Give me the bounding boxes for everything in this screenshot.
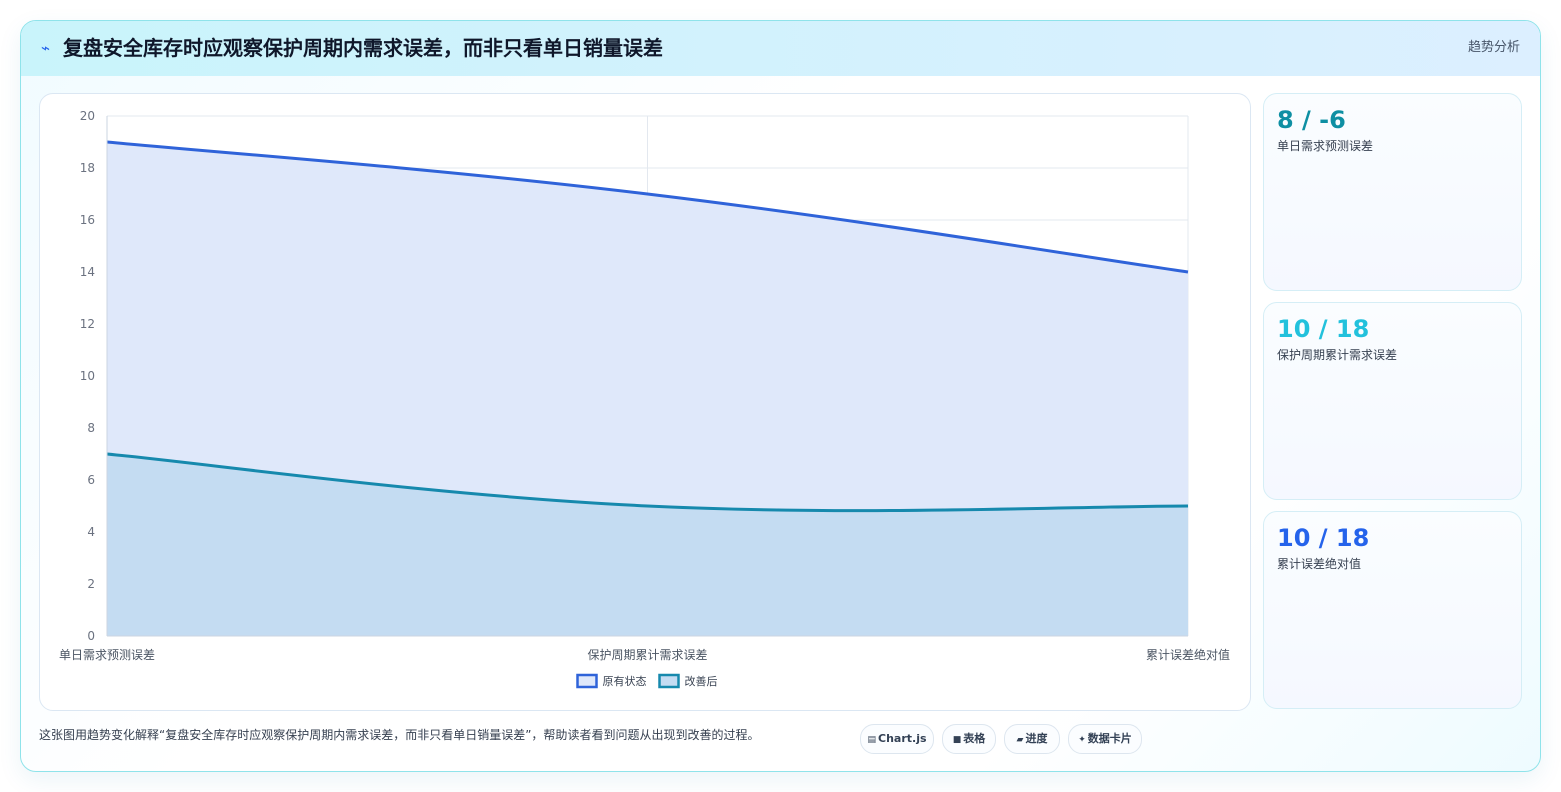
chart-icon: ▤ [867,735,876,745]
y-tick-label: 12 [80,317,95,331]
y-tick-label: 2 [87,577,95,591]
kpi-card-abs-error: 10 / 18 累计误差绝对值 [1263,511,1522,709]
series-area-1 [107,454,1188,636]
chip-label: Chart.js [878,732,927,745]
y-tick-label: 20 [80,109,95,123]
legend-swatch [658,673,680,689]
kpi-label: 累计误差绝对值 [1277,557,1362,571]
y-tick-label: 16 [80,213,95,227]
table-icon: ■ [952,735,962,745]
kpi-value: 10 / 18 [1277,524,1370,552]
chip-label: 数据卡片 [1087,732,1132,745]
chip-data-cards[interactable]: ✦ 数据卡片 [1068,724,1142,754]
kpi-card-cycle-error: 10 / 18 保护周期累计需求误差 [1263,302,1522,500]
chip-chartjs[interactable]: ▤ Chart.js [860,724,934,754]
y-tick-label: 4 [87,525,95,539]
legend-label: 改善后 [685,674,718,688]
chart-description: 这张图用趋势变化解释“复盘安全库存时应观察保护周期内需求误差，而非只看单日销量误… [39,728,760,742]
y-tick-label: 0 [87,629,95,643]
chip-label: 进度 [1025,732,1048,745]
y-tick-label: 6 [87,473,95,487]
chip-progress[interactable]: ▰ 进度 [1004,724,1060,754]
x-tick-label: 单日需求预测误差 [59,648,155,662]
line-area-chart: 0 2 4 6 8 10 12 14 16 18 20 单日需求预测误差 保护周期累计需求误差 累计误差绝… [59,109,1230,689]
chip-label: 表格 [963,732,986,745]
x-tick-label: 保护周期累计需求误差 [587,648,707,662]
progress-icon: ▰ [1016,735,1024,745]
y-tick-label: 8 [87,421,95,435]
chart-type-tag: 趋势分析 [1467,40,1520,55]
card-header: ⌁ 复盘安全库存时应观察保护周期内需求误差，而非只看单日销量误差 趋势分析 [21,21,1540,76]
sparkle-icon: ✦ [1078,735,1086,745]
report-card: ⌁ 复盘安全库存时应观察保护周期内需求误差，而非只看单日销量误差 趋势分析 0 2… [20,20,1541,772]
kpi-label: 单日需求预测误差 [1277,139,1374,153]
kpi-value: 10 / 18 [1277,315,1370,343]
kpi-card-daily-error: 8 / -6 单日需求预测误差 [1263,93,1522,291]
lightning-icon: ⌁ [41,39,51,57]
kpi-value: 8 / -6 [1277,106,1346,134]
x-tick-label: 累计误差绝对值 [1146,647,1230,662]
card-title: 复盘安全库存时应观察保护周期内需求误差，而非只看单日销量误差 [63,36,663,60]
chart-panel: 0 2 4 6 8 10 12 14 16 18 20 单日需求预测误差 保护周期累计需求误差 累计误差绝… [39,93,1251,711]
y-tick-label: 14 [80,265,95,279]
legend-label: 原有状态 [603,674,647,688]
y-tick-label: 18 [80,161,95,175]
legend-swatch [576,673,598,689]
y-tick-label: 10 [80,369,95,383]
kpi-label: 保护周期累计需求误差 [1277,348,1398,362]
chip-table[interactable]: ■ 表格 [942,724,996,754]
